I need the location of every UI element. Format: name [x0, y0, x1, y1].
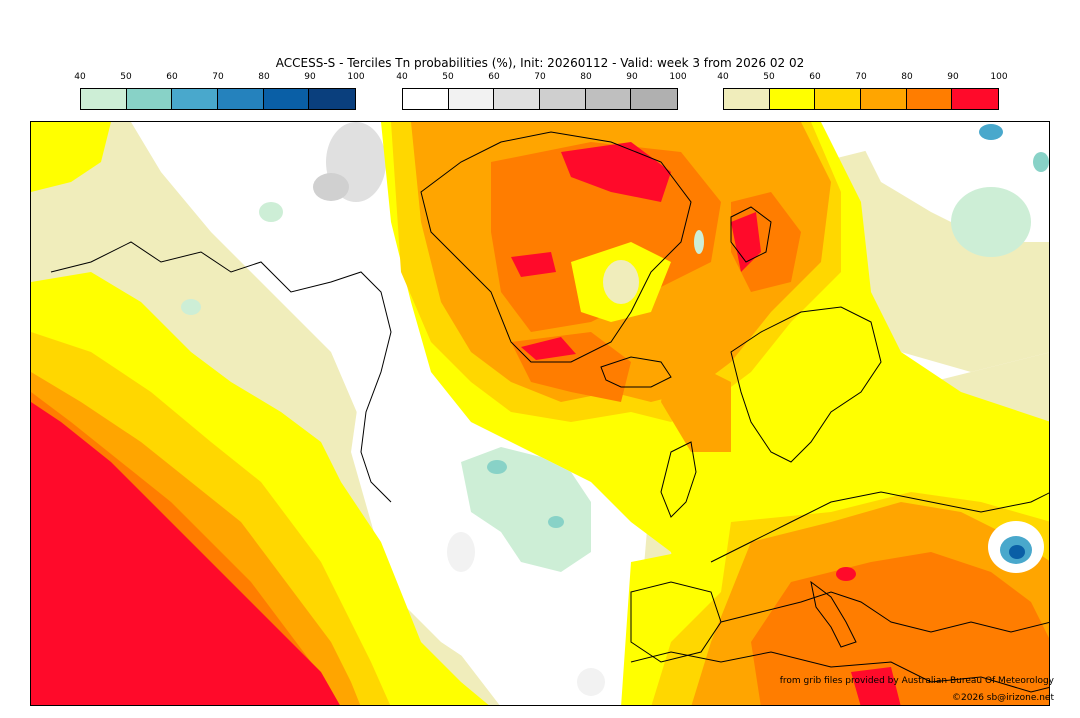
coastline-iberia — [630, 581, 722, 663]
data-source-credit: from grib files provided by Australian B… — [779, 676, 1054, 686]
legend-tick: 100 — [347, 72, 365, 82]
legend-ticks: 40 50 60 70 80 90 100 — [396, 72, 686, 86]
legend-tick: 70 — [855, 72, 867, 82]
field-above-50 — [31, 122, 111, 192]
field-below-40 — [694, 230, 704, 254]
coastline-british-isles — [660, 441, 697, 518]
legend-tick: 80 — [901, 72, 913, 82]
colorbar — [80, 88, 356, 110]
legend-below-normal: 40 50 60 70 80 90 100 — [74, 72, 365, 112]
coastline-svalbard — [730, 206, 772, 263]
field-above-90 — [851, 667, 901, 705]
field-near-normal-50 — [313, 173, 349, 201]
coastline-iceland — [600, 356, 672, 388]
coastline-greenland — [420, 131, 692, 363]
field-above-90 — [521, 337, 576, 360]
probability-map — [30, 121, 1050, 706]
legend-near-normal: 40 50 60 70 80 90 100 — [396, 72, 687, 112]
legend-above-normal: 40 50 60 70 80 90 100 — [717, 72, 1008, 112]
legend-tick: 90 — [947, 72, 959, 82]
field-above-70 — [661, 352, 731, 452]
field-below-40 — [461, 447, 591, 572]
field-above-90 — [511, 252, 556, 277]
legend-tick: 50 — [763, 72, 775, 82]
legend-tick: 50 — [120, 72, 132, 82]
coastlines — [50, 131, 1049, 693]
legend-tick: 80 — [258, 72, 270, 82]
legend-tick: 60 — [809, 72, 821, 82]
legend-tick: 90 — [626, 72, 638, 82]
color-swatch — [724, 89, 770, 109]
color-swatch — [815, 89, 862, 109]
field-below-40 — [259, 202, 283, 222]
legend-tick: 70 — [212, 72, 224, 82]
color-swatch — [906, 89, 953, 109]
color-swatch — [126, 89, 173, 109]
legend-tick: 90 — [304, 72, 316, 82]
color-swatch — [403, 89, 449, 109]
map-title: ACCESS-S - Terciles Tn probabilities (%)… — [275, 56, 805, 70]
color-swatch — [769, 89, 816, 109]
field-below-80 — [1009, 545, 1025, 559]
color-swatch — [448, 89, 495, 109]
field-below-60 — [979, 124, 1003, 140]
legend-tick: 50 — [442, 72, 454, 82]
coastline-scandinavia — [730, 306, 882, 463]
color-swatch — [172, 89, 219, 109]
field-above-90 — [731, 212, 761, 272]
field-above-90 — [31, 402, 340, 705]
color-swatch — [861, 89, 907, 109]
field-near-normal — [131, 122, 641, 705]
color-swatch — [631, 89, 678, 109]
legend-tick: 40 — [74, 72, 86, 82]
legend-ticks: 40 50 60 70 80 90 100 — [717, 72, 1007, 86]
field-below-40 — [1033, 152, 1049, 172]
color-swatch — [540, 89, 586, 109]
legend-tick: 60 — [488, 72, 500, 82]
coastline-europe — [710, 491, 1049, 563]
legend-tick: 70 — [534, 72, 546, 82]
coastline-mediterranean — [720, 591, 1049, 633]
field-above-40 — [603, 260, 639, 304]
legend-tick: 80 — [580, 72, 592, 82]
legend-tick: 60 — [166, 72, 178, 82]
field-above-80 — [751, 552, 1049, 705]
color-swatch — [952, 89, 999, 109]
legend-tick: 40 — [396, 72, 408, 82]
coastline-italy — [810, 580, 857, 648]
copyright-credit: ©2026 sb@irizone.net — [952, 693, 1054, 703]
field-above-90 — [836, 567, 856, 581]
legend-ticks: 40 50 60 70 80 90 100 — [74, 72, 364, 86]
field-near-normal-50 — [447, 532, 475, 572]
field-below-50 — [548, 516, 564, 528]
colorbar — [402, 88, 678, 110]
color-swatch — [309, 89, 356, 109]
legend-tick: 40 — [717, 72, 729, 82]
colorbar — [723, 88, 999, 110]
field-above-90 — [561, 142, 671, 202]
map-canvas — [31, 122, 1049, 705]
color-swatch — [585, 89, 632, 109]
field-below-50 — [487, 460, 507, 474]
color-swatch — [81, 89, 127, 109]
field-below-40 — [951, 187, 1031, 257]
color-swatch — [494, 89, 541, 109]
color-swatch — [218, 89, 264, 109]
coastline-north-america — [50, 241, 392, 503]
field-near-normal-50 — [577, 668, 605, 696]
coastline-africa — [630, 651, 1049, 693]
field-below-40 — [181, 299, 201, 315]
legend-tick: 100 — [669, 72, 687, 82]
legend-tick: 100 — [990, 72, 1008, 82]
color-swatch — [263, 89, 310, 109]
